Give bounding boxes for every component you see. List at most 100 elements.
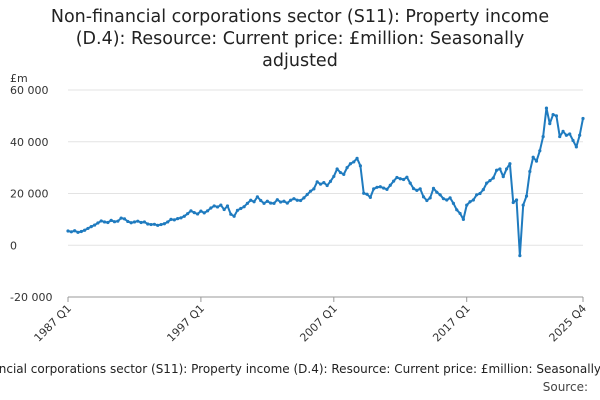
data-point[interactable] <box>189 209 193 213</box>
data-point[interactable] <box>385 187 389 191</box>
data-point[interactable] <box>514 198 519 202</box>
data-point[interactable] <box>468 200 472 204</box>
data-point[interactable] <box>481 188 485 192</box>
data-point[interactable] <box>455 208 459 212</box>
data-point[interactable] <box>441 197 446 201</box>
data-point[interactable] <box>345 166 349 170</box>
data-point[interactable] <box>83 228 87 232</box>
data-point[interactable] <box>491 176 495 180</box>
data-point[interactable] <box>431 186 436 190</box>
data-point[interactable] <box>458 211 462 216</box>
data-point[interactable] <box>73 229 77 233</box>
data-point[interactable] <box>119 216 123 220</box>
data-point[interactable] <box>325 183 329 188</box>
data-point[interactable] <box>544 106 549 110</box>
data-point[interactable] <box>471 198 475 202</box>
data-point[interactable] <box>398 177 402 181</box>
data-point[interactable] <box>232 214 236 218</box>
data-point[interactable] <box>508 162 512 166</box>
data-point[interactable] <box>96 221 100 225</box>
data-point[interactable] <box>176 216 180 221</box>
data-point[interactable] <box>538 149 542 153</box>
data-point[interactable] <box>269 201 273 205</box>
data-point[interactable] <box>495 168 499 172</box>
data-point[interactable] <box>242 205 246 209</box>
data-point[interactable] <box>146 222 150 226</box>
data-point[interactable] <box>132 220 137 224</box>
data-point[interactable] <box>551 112 555 117</box>
data-point[interactable] <box>279 200 283 204</box>
data-point[interactable] <box>574 145 578 149</box>
data-point[interactable] <box>322 181 326 185</box>
data-point[interactable] <box>285 201 289 205</box>
data-point[interactable] <box>581 116 585 121</box>
data-point[interactable] <box>116 219 120 223</box>
data-point[interactable] <box>212 204 216 208</box>
data-point[interactable] <box>415 188 419 192</box>
data-point[interactable] <box>348 162 353 166</box>
data-point[interactable] <box>79 229 83 234</box>
data-point[interactable] <box>318 182 323 186</box>
data-point[interactable] <box>338 170 343 175</box>
data-point[interactable] <box>504 167 509 171</box>
data-point[interactable] <box>239 206 243 211</box>
data-point[interactable] <box>182 214 186 218</box>
data-point[interactable] <box>528 169 532 174</box>
data-point[interactable] <box>295 198 299 202</box>
data-point[interactable] <box>259 198 263 203</box>
data-point[interactable] <box>312 187 316 191</box>
data-point[interactable] <box>541 134 545 139</box>
data-point[interactable] <box>461 217 465 221</box>
data-point[interactable] <box>362 191 366 195</box>
data-point[interactable] <box>448 196 452 200</box>
data-point[interactable] <box>252 200 256 204</box>
data-point[interactable] <box>195 212 200 216</box>
data-point[interactable] <box>289 198 293 202</box>
data-point[interactable] <box>421 195 426 199</box>
data-point[interactable] <box>225 204 230 208</box>
data-point[interactable] <box>478 191 482 196</box>
data-point[interactable] <box>465 203 469 207</box>
data-point[interactable] <box>282 199 286 203</box>
data-point[interactable] <box>202 211 206 215</box>
data-point[interactable] <box>382 186 386 190</box>
data-point[interactable] <box>534 159 539 163</box>
data-point[interactable] <box>498 167 502 171</box>
data-point[interactable] <box>531 155 535 159</box>
data-point[interactable] <box>561 129 565 133</box>
data-point[interactable] <box>388 183 392 187</box>
data-point[interactable] <box>342 172 346 176</box>
data-point[interactable] <box>199 209 203 213</box>
data-point[interactable] <box>209 206 213 210</box>
data-point[interactable] <box>172 218 176 222</box>
data-point[interactable] <box>401 177 406 182</box>
data-point[interactable] <box>162 222 166 226</box>
data-point[interactable] <box>152 222 156 226</box>
data-point[interactable] <box>66 229 70 233</box>
data-point[interactable] <box>564 133 568 137</box>
data-point[interactable] <box>179 216 183 220</box>
data-point[interactable] <box>428 196 432 200</box>
data-point[interactable] <box>485 181 489 185</box>
data-point[interactable] <box>92 223 97 227</box>
data-point[interactable] <box>122 217 127 221</box>
data-point[interactable] <box>378 185 382 189</box>
data-point[interactable] <box>521 203 525 207</box>
data-point[interactable] <box>365 192 369 196</box>
data-point[interactable] <box>571 138 575 143</box>
data-point[interactable] <box>395 175 399 180</box>
data-point[interactable] <box>99 219 103 223</box>
data-point[interactable] <box>355 156 359 160</box>
data-point[interactable] <box>262 201 266 205</box>
data-point[interactable] <box>245 201 250 205</box>
data-point[interactable] <box>229 212 233 216</box>
data-point[interactable] <box>305 192 309 197</box>
data-point[interactable] <box>578 133 582 137</box>
data-point[interactable] <box>425 198 429 203</box>
data-point[interactable] <box>554 114 559 118</box>
data-point[interactable] <box>445 198 449 202</box>
data-point[interactable] <box>205 209 210 213</box>
data-point[interactable] <box>328 179 333 183</box>
data-point[interactable] <box>501 175 505 179</box>
data-point[interactable] <box>169 217 173 221</box>
